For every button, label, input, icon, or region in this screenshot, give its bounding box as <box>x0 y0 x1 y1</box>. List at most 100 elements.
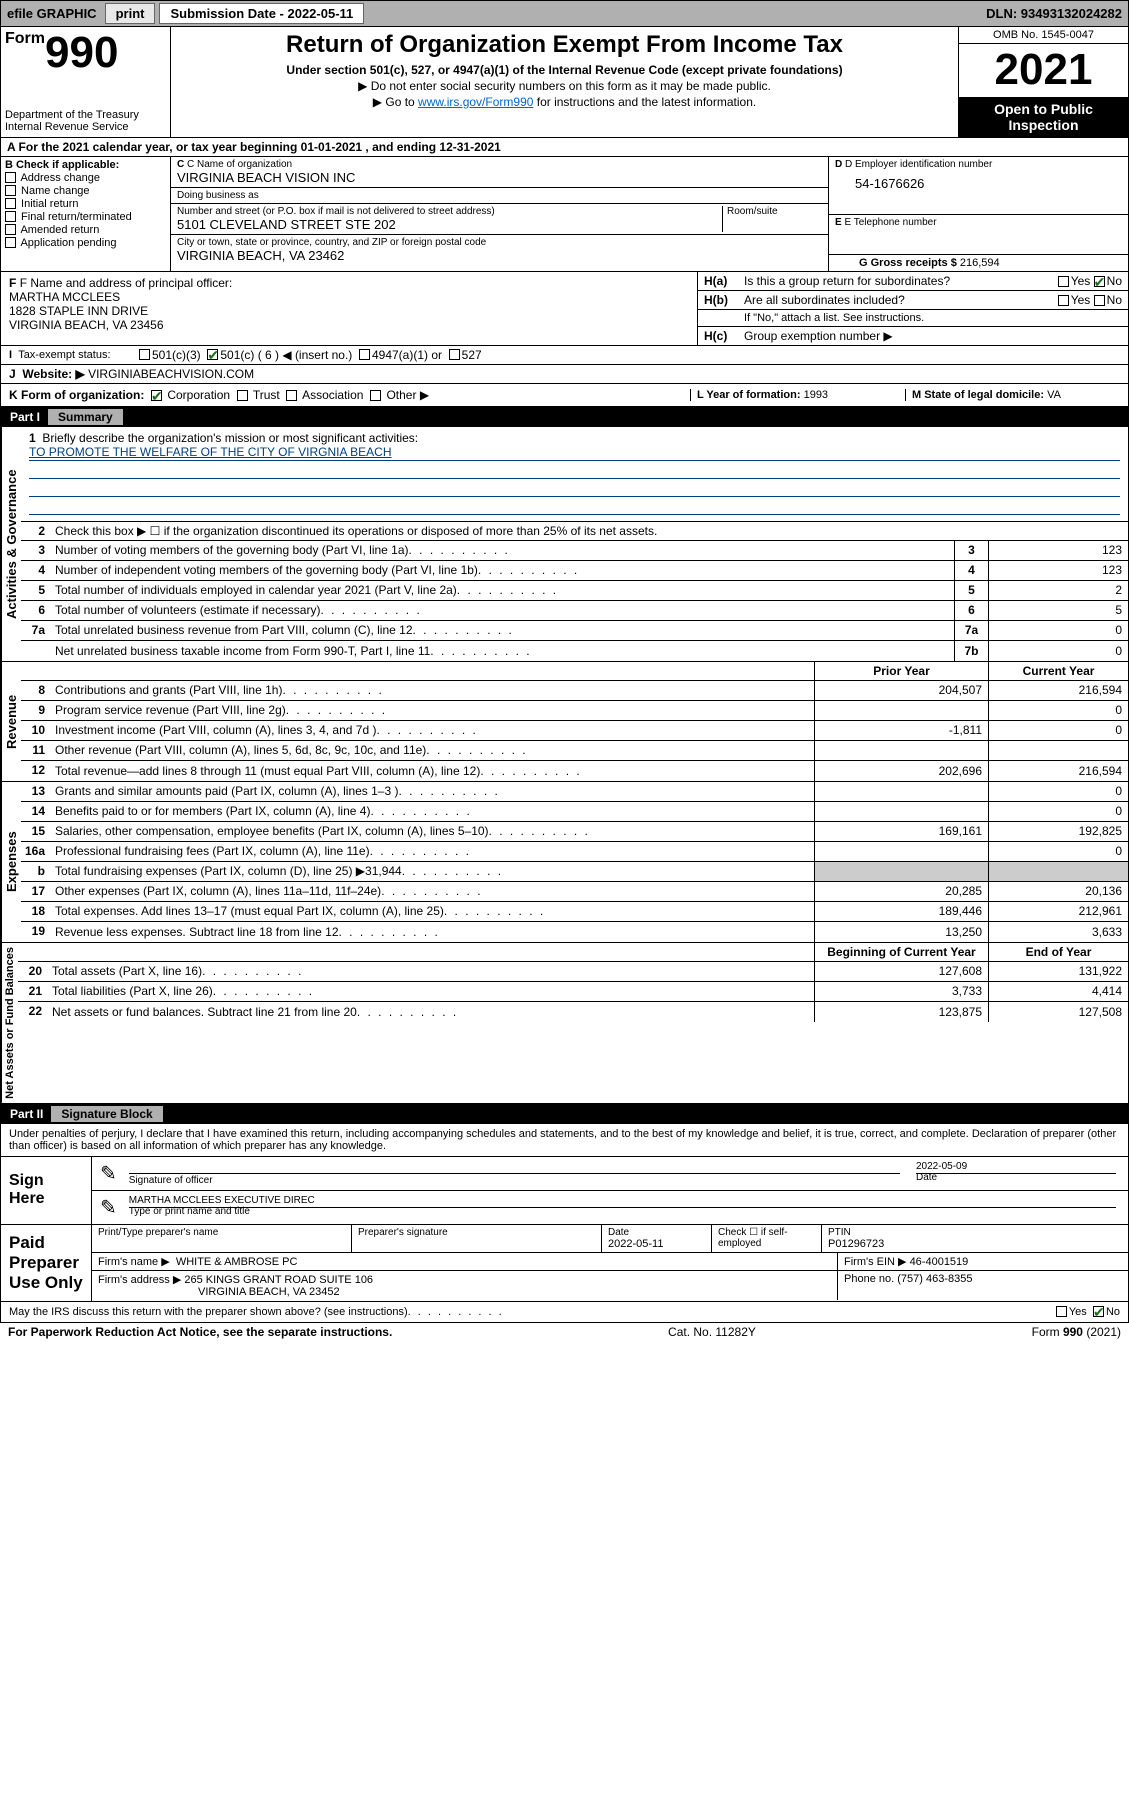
vert-label-gov: Activities & Governance <box>1 427 21 661</box>
org-name: VIRGINIA BEACH VISION INC <box>177 170 822 185</box>
header-right: OMB No. 1545-0047 2021 Open to Public In… <box>958 27 1128 137</box>
signature-block: Under penalties of perjury, I declare th… <box>0 1124 1129 1323</box>
checkbox-icon[interactable] <box>5 211 16 222</box>
checkbox-icon[interactable] <box>237 390 248 401</box>
line-item: 13Grants and similar amounts paid (Part … <box>21 782 1128 802</box>
row-klm: K Form of organization: Corporation Trus… <box>0 384 1129 407</box>
line-item: 14Benefits paid to or for members (Part … <box>21 802 1128 822</box>
discuss-yesno: Yes No <box>1056 1306 1120 1318</box>
form-header: Form990 Department of the Treasury Inter… <box>0 27 1129 138</box>
sign-here-label: Sign Here <box>1 1157 91 1224</box>
checkbox-icon[interactable] <box>5 237 16 248</box>
checkb-item: Address change <box>5 172 166 184</box>
col-b-checkboxes: B Check if applicable: Address change Na… <box>1 157 171 271</box>
checkbox-icon[interactable] <box>1094 276 1105 287</box>
checkbox-icon[interactable] <box>449 349 460 360</box>
line-item: 11Other revenue (Part VIII, column (A), … <box>21 741 1128 761</box>
firm-ein: 46-4001519 <box>910 1256 969 1268</box>
checkbox-icon[interactable] <box>151 390 162 401</box>
line-item: 20Total assets (Part X, line 16)127,6081… <box>18 962 1128 982</box>
line-item: 17Other expenses (Part IX, column (A), l… <box>21 882 1128 902</box>
checkbox-icon[interactable] <box>1058 276 1069 287</box>
dln: DLN: 93493132024282 <box>980 4 1128 23</box>
city: VIRGINIA BEACH, VA 23462 <box>177 248 822 263</box>
net-col-header: Beginning of Current Year End of Year <box>18 943 1128 962</box>
box-f: F F Name and address of principal office… <box>1 272 698 345</box>
firm-name: WHITE & AMBROSE PC <box>176 1256 298 1268</box>
instruction-2: ▶ Go to www.irs.gov/Form990 for instruct… <box>175 95 954 109</box>
footer: For Paperwork Reduction Act Notice, see … <box>0 1323 1129 1341</box>
line-item: 4Number of independent voting members of… <box>21 561 1128 581</box>
checkbox-icon[interactable] <box>1093 1306 1104 1317</box>
header-mid: Return of Organization Exempt From Incom… <box>171 27 958 137</box>
checkb-item: Application pending <box>5 237 166 249</box>
checkb-item: Name change <box>5 185 166 197</box>
vert-label-exp: Expenses <box>1 782 21 942</box>
instruction-1: ▶ Do not enter social security numbers o… <box>175 79 954 93</box>
line-item: bTotal fundraising expenses (Part IX, co… <box>21 862 1128 882</box>
section-revenue: Revenue Prior Year Current Year 8Contrib… <box>0 662 1129 782</box>
paid-prep-label: Paid Preparer Use Only <box>1 1225 91 1301</box>
ha-yesno: Yes No <box>1058 274 1122 288</box>
irs-link[interactable]: www.irs.gov/Form990 <box>418 95 533 109</box>
form-number: Form990 <box>5 31 166 75</box>
line-item: 18Total expenses. Add lines 13–17 (must … <box>21 902 1128 922</box>
hb-yesno: Yes No <box>1058 293 1122 307</box>
checkb-item: Initial return <box>5 198 166 210</box>
checkbox-icon[interactable] <box>5 172 16 183</box>
submission-date: Submission Date - 2022-05-11 <box>159 3 364 24</box>
section-governance: Activities & Governance 1 Briefly descri… <box>0 427 1129 662</box>
street: 5101 CLEVELAND STREET STE 202 <box>177 217 722 232</box>
section-expenses: Expenses 13Grants and similar amounts pa… <box>0 782 1129 943</box>
form-title: Return of Organization Exempt From Incom… <box>175 31 954 59</box>
checkbox-icon[interactable] <box>5 224 16 235</box>
footer-right: Form 990 (2021) <box>1032 1325 1121 1339</box>
pen-icon: ✎ <box>96 1161 121 1186</box>
line-item: 12Total revenue—add lines 8 through 11 (… <box>21 761 1128 781</box>
sig-date-field: 2022-05-09 Date <box>916 1173 1116 1186</box>
box-m: M State of legal domicile: VA <box>905 389 1120 401</box>
officer-addr1: 1828 STAPLE INN DRIVE <box>9 304 689 318</box>
checkbox-icon[interactable] <box>1094 295 1105 306</box>
topbar: efile GRAPHIC print Submission Date - 20… <box>0 0 1129 27</box>
section-fh: F F Name and address of principal office… <box>0 272 1129 346</box>
firm-addr1: 265 KINGS GRANT ROAD SUITE 106 <box>184 1274 373 1286</box>
checkbox-icon[interactable] <box>370 390 381 401</box>
line-item: 19Revenue less expenses. Subtract line 1… <box>21 922 1128 942</box>
checkbox-icon[interactable] <box>359 349 370 360</box>
department: Department of the Treasury Internal Reve… <box>5 109 166 133</box>
line-item: 9Program service revenue (Part VIII, lin… <box>21 701 1128 721</box>
pen-icon: ✎ <box>96 1195 121 1220</box>
checkbox-icon[interactable] <box>5 185 16 196</box>
efile-label: efile GRAPHIC <box>1 4 103 23</box>
checkbox-icon[interactable] <box>1056 1306 1067 1317</box>
checkbox-icon[interactable] <box>207 349 218 360</box>
col-de: D D Employer identification number 54-16… <box>828 157 1128 271</box>
checkbox-icon[interactable] <box>139 349 150 360</box>
inspection-badge: Open to Public Inspection <box>959 97 1128 137</box>
period-row: A For the 2021 calendar year, or tax yea… <box>0 138 1129 157</box>
header-left: Form990 Department of the Treasury Inter… <box>1 27 171 137</box>
checkbox-icon[interactable] <box>1058 295 1069 306</box>
line-item: 3Number of voting members of the governi… <box>21 541 1128 561</box>
line-item: 15Salaries, other compensation, employee… <box>21 822 1128 842</box>
part2-header: Part II Signature Block <box>0 1104 1129 1124</box>
checkbox-icon[interactable] <box>286 390 297 401</box>
line-item: 7aTotal unrelated business revenue from … <box>21 621 1128 641</box>
checkb-item: Final return/terminated <box>5 211 166 223</box>
rev-col-header: Prior Year Current Year <box>21 662 1128 681</box>
declaration: Under penalties of perjury, I declare th… <box>1 1124 1128 1156</box>
tax-year: 2021 <box>959 44 1128 97</box>
print-button[interactable]: print <box>105 3 156 24</box>
row-i: I Tax-exempt status: 501(c)(3) 501(c) ( … <box>0 346 1129 365</box>
line-item: 6Total number of volunteers (estimate if… <box>21 601 1128 621</box>
firm-addr2: VIRGINIA BEACH, VA 23452 <box>98 1286 340 1298</box>
vert-label-net: Net Assets or Fund Balances <box>1 943 18 1103</box>
box-l: L Year of formation: 1993 <box>690 389 905 401</box>
officer-addr2: VIRGINIA BEACH, VA 23456 <box>9 318 689 332</box>
checkbox-icon[interactable] <box>5 198 16 209</box>
officer-name: MARTHA MCCLEES <box>9 290 689 304</box>
line-item: 5Total number of individuals employed in… <box>21 581 1128 601</box>
vert-label-rev: Revenue <box>1 662 21 781</box>
line-item: 22Net assets or fund balances. Subtract … <box>18 1002 1128 1022</box>
